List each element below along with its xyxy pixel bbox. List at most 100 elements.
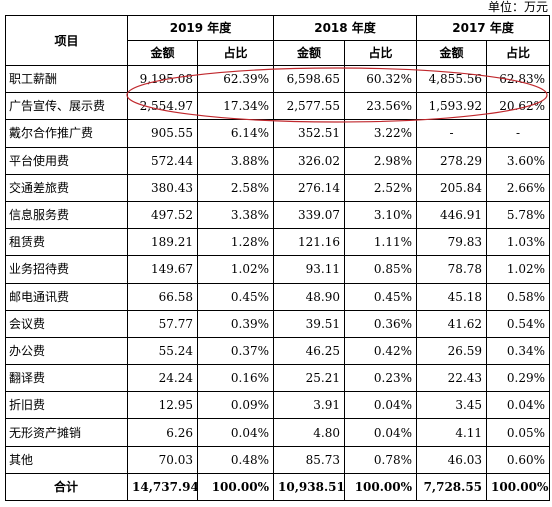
header-ratio-2018: 占比 [344,40,418,66]
cell-item: 合计 [5,472,128,502]
cell-p2019: 0.48% [196,445,275,474]
cell-p2017: 1.03% [486,228,551,257]
cell-v2019: 497.52 [127,200,198,230]
cell-v2019: 6.26 [127,418,198,447]
cell-p2018: 0.04% [344,391,418,420]
cell-p2018: 3.22% [344,119,418,148]
table-row: 职工薪酬 9,195.08 62.39% 6,598.65 60.32% 4,855.56… [5,64,551,94]
cell-p2019: 1.28% [196,228,275,257]
cell-v2019: 149.67 [127,255,198,284]
cell-p2018: 3.10% [344,200,418,230]
table-row: 办公费 55.24 0.37% 46.25 0.42% 26.59 0.34% [5,336,551,366]
cell-p2018: 100.00% [344,472,418,502]
cell-v2017: 78.78 [416,255,488,284]
cell-v2018: 276.14 [273,173,346,202]
header-amount-2018: 金额 [273,40,346,66]
cell-v2018: 339.07 [273,200,346,230]
cell-item: 交通差旅费 [5,173,128,202]
cell-v2017: 278.29 [416,146,488,175]
table-row: 交通差旅费 380.43 2.58% 276.14 2.52% 205.84 2.66% [5,173,551,202]
cell-item: 翻译费 [5,364,128,393]
cell-p2017: 5.78% [486,200,551,230]
expense-table: 项目 2019 年度 2018 年度 2017 年度 金额 占比 金额 占比 金… [5,15,551,502]
cell-v2018: 2,577.55 [273,92,346,121]
header-amount-2017: 金额 [416,40,488,66]
cell-p2019: 0.39% [196,309,275,338]
cell-item: 折旧费 [5,391,128,420]
cell-item: 租赁费 [5,228,128,257]
cell-v2018: 3.91 [273,391,346,420]
cell-item: 信息服务费 [5,200,128,230]
cell-p2018: 1.11% [344,228,418,257]
cell-p2019: 1.02% [196,255,275,284]
cell-p2017: 1.02% [486,255,551,284]
total-row: 合计 14,737.94 100.00% 10,938.51 100.00% 7,728.… [5,472,551,502]
cell-v2019: 57.77 [127,309,198,338]
cell-v2017: 41.62 [416,309,488,338]
cell-v2018: 25.21 [273,364,346,393]
cell-p2019: 0.04% [196,418,275,447]
cell-p2017: 0.60% [486,445,551,474]
cell-v2017: 79.83 [416,228,488,257]
cell-p2017: 100.00% [486,472,551,502]
cell-p2018: 23.56% [344,92,418,121]
cell-p2019: 100.00% [196,472,275,502]
cell-v2019: 24.24 [127,364,198,393]
cell-v2018: 39.51 [273,309,346,338]
header-ratio-2019: 占比 [196,40,275,66]
cell-p2018: 60.32% [344,64,418,94]
cell-v2018: 10,938.51 [273,472,346,502]
cell-p2018: 0.04% [344,418,418,447]
cell-p2017: 62.83% [486,64,551,94]
cell-v2017: 4,855.56 [416,64,488,94]
cell-v2017: - [416,119,488,148]
cell-item: 职工薪酬 [5,64,128,94]
cell-v2019: 66.58 [127,282,198,311]
cell-item: 无形资产摊销 [5,418,128,447]
cell-p2017: 0.34% [486,336,551,366]
cell-v2019: 380.43 [127,173,198,202]
header-year-2018: 2018 年度 [273,15,418,41]
cell-v2017: 205.84 [416,173,488,202]
cell-item: 业务招待费 [5,255,128,284]
table-row: 折旧费 12.95 0.09% 3.91 0.04% 3.45 0.04% [5,391,551,420]
table-row: 戴尔合作推广费 905.55 6.14% 352.51 3.22% - - [5,119,551,148]
cell-v2018: 48.90 [273,282,346,311]
cell-v2019: 189.21 [127,228,198,257]
cell-v2019: 55.24 [127,336,198,366]
cell-p2017: - [486,119,551,148]
cell-v2019: 70.03 [127,445,198,474]
cell-v2019: 2,554.97 [127,92,198,121]
cell-v2018: 46.25 [273,336,346,366]
cell-v2018: 326.02 [273,146,346,175]
cell-v2018: 6,598.65 [273,64,346,94]
cell-v2017: 45.18 [416,282,488,311]
cell-v2017: 1,593.92 [416,92,488,121]
cell-p2017: 0.29% [486,364,551,393]
header-row-years: 项目 2019 年度 2018 年度 2017 年度 [5,15,551,66]
cell-p2019: 0.37% [196,336,275,366]
cell-item: 会议费 [5,309,128,338]
cell-item: 戴尔合作推广费 [5,119,128,148]
cell-v2017: 22.43 [416,364,488,393]
cell-p2017: 3.60% [486,146,551,175]
header-ratio-2017: 占比 [486,40,551,66]
cell-p2018: 0.45% [344,282,418,311]
cell-p2017: 0.58% [486,282,551,311]
cell-v2017: 3.45 [416,391,488,420]
cell-p2019: 0.16% [196,364,275,393]
cell-p2019: 6.14% [196,119,275,148]
cell-p2019: 3.88% [196,146,275,175]
table-row: 信息服务费 497.52 3.38% 339.07 3.10% 446.91 5.78% [5,200,551,230]
unit-label: 单位：万元 [487,0,548,14]
cell-p2018: 0.78% [344,445,418,474]
header-amount-2019: 金额 [127,40,198,66]
cell-v2018: 121.16 [273,228,346,257]
cell-v2019: 9,195.08 [127,64,198,94]
cell-v2017: 7,728.55 [416,472,488,502]
cell-item: 办公费 [5,336,128,366]
cell-item: 邮电通讯费 [5,282,128,311]
header-year-2019: 2019 年度 [126,15,275,41]
cell-p2017: 0.05% [486,418,551,447]
table-row: 业务招待费 149.67 1.02% 93.11 0.85% 78.78 1.02% [5,255,551,284]
